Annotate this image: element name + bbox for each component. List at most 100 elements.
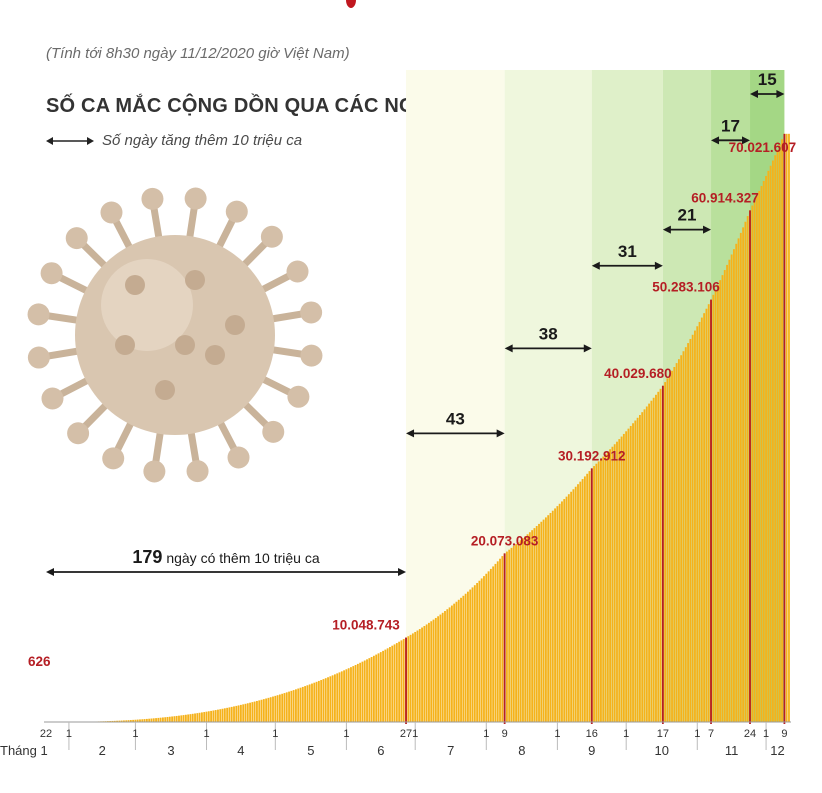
interval-arrows: 179 ngày có thêm 10 triệu ca 43 38 31 21 17 15 (46, 70, 785, 576)
month-label: 11 (725, 743, 739, 758)
value-label: 30.192.912 (558, 448, 626, 463)
month-label: 10 (654, 743, 668, 758)
bar (579, 481, 582, 722)
bar (281, 693, 284, 722)
bar (118, 720, 121, 722)
bar (145, 718, 148, 722)
bar (127, 720, 130, 722)
virus-spike-head (287, 385, 310, 408)
bar (244, 703, 247, 722)
bar (643, 409, 646, 722)
bar (600, 458, 602, 722)
bar (565, 496, 568, 722)
bar (547, 515, 550, 722)
interval-label: 15 (758, 70, 777, 89)
bar (327, 677, 329, 722)
bar (462, 595, 465, 722)
bar (313, 682, 316, 722)
date-tick-label: 1 (132, 728, 138, 740)
bar (200, 712, 203, 722)
bar (301, 686, 304, 722)
date-tick-label: 1 (272, 728, 278, 740)
bar (219, 709, 222, 722)
arrow-head-right (496, 429, 505, 438)
interval-suffix: ngày có thêm 10 triệu ca (162, 550, 319, 566)
bar (758, 190, 761, 723)
bar (407, 636, 410, 722)
virus-spot (175, 335, 195, 355)
interval-arrow (711, 136, 751, 145)
virus-spike-head (27, 303, 50, 326)
bar (453, 603, 456, 722)
bar (519, 540, 522, 722)
virus-spot (205, 345, 225, 365)
bar (705, 308, 708, 722)
bar (194, 713, 196, 722)
bar (753, 200, 756, 722)
bar (361, 661, 364, 722)
bar (694, 330, 696, 722)
bar (448, 607, 451, 722)
bar (675, 363, 678, 722)
bar (487, 571, 490, 722)
bar (760, 185, 763, 723)
bar (769, 165, 772, 723)
bar (700, 317, 703, 722)
bar (414, 631, 417, 722)
bar (726, 264, 728, 722)
bar (262, 699, 265, 722)
virus-spike-head (40, 262, 63, 285)
bar (558, 503, 561, 722)
bar (691, 334, 694, 722)
bar (751, 205, 754, 722)
bar (778, 144, 781, 722)
bar (306, 685, 309, 722)
bar (638, 414, 641, 722)
virus-spike-head (186, 460, 209, 483)
date-tick-label: 17 (657, 728, 669, 740)
bar (776, 149, 779, 722)
bar (533, 528, 536, 722)
month-label: Tháng 1 (0, 743, 48, 758)
bar (604, 454, 607, 722)
bar (648, 403, 651, 722)
chart-title: SỐ CA MẮC CỘNG DỒN QUA CÁC NGÀY (46, 95, 443, 117)
arrow-head-right (654, 261, 663, 270)
bar (411, 633, 414, 722)
bar (297, 688, 300, 722)
bar (719, 280, 722, 722)
bar (467, 591, 469, 722)
bar (682, 351, 685, 722)
date-tick-label: 1 (694, 728, 700, 740)
bar (450, 605, 453, 722)
bar (538, 523, 540, 722)
bar (441, 612, 444, 722)
bar (350, 667, 352, 722)
bar (228, 707, 231, 722)
bar (432, 619, 435, 722)
bar (444, 611, 446, 722)
interval-arrow (750, 90, 785, 98)
bar (499, 558, 501, 722)
bar (171, 716, 174, 722)
bar (659, 388, 662, 722)
bar (712, 294, 715, 722)
bar (366, 659, 368, 722)
bar (150, 718, 153, 722)
bar (372, 655, 375, 722)
bar (593, 466, 595, 722)
bar (265, 698, 268, 722)
bar (123, 720, 125, 722)
interval-label: 38 (539, 324, 558, 343)
virus-spike-head (100, 201, 123, 224)
bar (583, 476, 586, 722)
bar (689, 338, 692, 722)
bar (735, 243, 738, 722)
bar (574, 486, 577, 722)
bar (196, 713, 199, 722)
bar (733, 249, 735, 722)
bar (650, 400, 653, 722)
bar (524, 536, 527, 722)
bar (595, 463, 598, 722)
interval-band (750, 70, 785, 722)
